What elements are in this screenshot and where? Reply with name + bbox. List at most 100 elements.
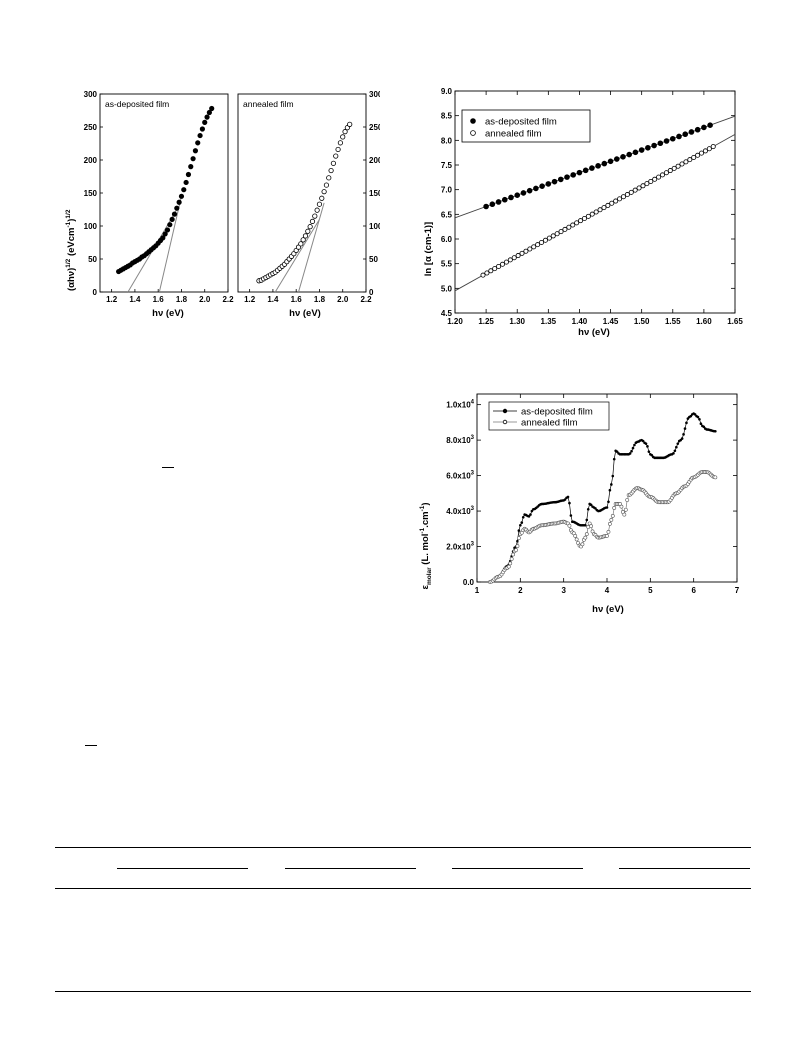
data-point: [693, 413, 697, 416]
data-point: [669, 135, 676, 142]
data-point: [688, 129, 695, 135]
data-point: [593, 209, 599, 215]
data-point: [612, 457, 616, 461]
tauc-panel-annealed: 1.2 1.4 1.6 1.8 2.0 2.20 50 100 150 200 250 300 anne…: [237, 90, 383, 304]
tauc-panel-as-deposited: 1.2 1.4 1.6 1.8 2.0 2.2 0 50 100 150 200 250 300 as-d…: [84, 90, 234, 304]
x-tick-label: 1.55: [665, 317, 681, 326]
data-point: [319, 195, 325, 201]
x-tick-label: 1.25: [478, 317, 494, 326]
data-point: [330, 160, 337, 166]
lnalpha-plot-figure: ln [α (cm-1)] hν (eV) 1.20 1.25 1.30 1.35 1.…: [418, 84, 753, 340]
x-tick-label: 4: [605, 586, 610, 595]
data-point: [523, 248, 529, 254]
panel-group: 1.2 1.4 1.6 1.8 2.0 2.2 0 50 100 150 200 250 300 as-d…: [84, 90, 234, 304]
data-point: [502, 408, 508, 414]
data-point: [673, 449, 677, 453]
data-point: [489, 201, 496, 208]
data-point: [696, 415, 700, 419]
data-point: [613, 156, 620, 162]
data-point: [323, 182, 330, 188]
data-point: [641, 439, 645, 443]
data-point: [347, 121, 353, 127]
data-point: [580, 542, 585, 547]
data-point: [307, 224, 313, 230]
data-point: [192, 148, 199, 154]
data-point: [533, 185, 539, 192]
data-point: [535, 242, 541, 248]
data-point: [164, 227, 171, 233]
x-tick-label: 2.2: [222, 295, 234, 304]
data-point: [495, 199, 502, 205]
data-point: [672, 452, 675, 455]
data-point: [663, 138, 670, 144]
data-point: [174, 205, 180, 211]
data-point: [628, 189, 634, 195]
x-tick-label: 1.4: [129, 295, 141, 304]
data-point: [206, 109, 212, 116]
data-point: [610, 483, 613, 486]
data-point: [558, 229, 564, 235]
data-point: [589, 165, 595, 171]
y-tick-label: 8.0x103: [446, 435, 474, 445]
data-point: [595, 163, 601, 169]
data-point: [699, 422, 703, 426]
data-point: [333, 153, 339, 159]
data-point: [647, 450, 651, 453]
table-group-rule: [452, 868, 583, 869]
x-tick-label: 2: [518, 586, 523, 595]
data-point: [675, 445, 678, 449]
data-point: [607, 500, 610, 504]
data-point: [694, 126, 701, 133]
data-point: [609, 518, 614, 522]
data-point: [632, 149, 639, 156]
molar-absorptivity-figure: εmolar (L. mol-1.cm-1) hν (eV) 1 2 3 4 5 6 7 0.…: [412, 386, 752, 618]
lnalpha-plot-svg: ln [α (cm-1)] hν (eV) 1.20 1.25 1.30 1.35 1.…: [423, 87, 743, 338]
data-point: [620, 194, 626, 200]
y-tick-label: 50: [369, 255, 378, 264]
molar-x-axis-label: hν (eV): [592, 604, 624, 615]
plot-frame: [237, 93, 367, 293]
data-point: [342, 129, 348, 135]
data-point: [169, 216, 175, 222]
fit-line: [454, 115, 736, 219]
panel-title: annealed film: [243, 99, 294, 109]
data-point: [488, 268, 494, 274]
legend-label: as-deposited film: [485, 117, 557, 128]
data-point: [609, 200, 615, 206]
data-point: [630, 449, 633, 453]
data-point: [640, 183, 646, 189]
data-point: [659, 172, 665, 178]
data-point: [309, 218, 316, 224]
x-tick-label: 1.50: [634, 317, 650, 326]
data-point: [190, 156, 196, 162]
data-point: [633, 443, 636, 447]
y-tick-label: 1.0x104: [446, 400, 474, 410]
data-point: [574, 220, 580, 226]
data-point: [302, 233, 309, 239]
data-point: [613, 198, 619, 204]
x-tick-label: 1.8: [176, 295, 188, 304]
data-point: [695, 152, 701, 158]
equation-fraction-bar: [85, 745, 97, 746]
y-tick-label: 2.0x103: [446, 542, 474, 552]
data-point: [605, 533, 609, 538]
tauc-left-x-axis-label: hν (eV): [152, 308, 184, 319]
data-point: [550, 233, 556, 239]
data-point: [683, 427, 687, 430]
data-point: [197, 132, 203, 139]
data-point: [699, 150, 705, 156]
data-point: [594, 507, 597, 510]
data-point: [636, 185, 642, 191]
y-tick-label: 300: [84, 90, 98, 99]
data-point: [539, 183, 545, 189]
data-point: [605, 506, 609, 509]
x-tick-label: 1.40: [572, 317, 588, 326]
data-point: [650, 453, 654, 457]
data-point: [619, 504, 624, 509]
x-tick-label: 2.0: [337, 295, 349, 304]
fit-line: [158, 196, 182, 293]
data-point: [500, 261, 506, 267]
data-point: [470, 130, 476, 136]
x-tick-label: 1.35: [541, 317, 557, 326]
